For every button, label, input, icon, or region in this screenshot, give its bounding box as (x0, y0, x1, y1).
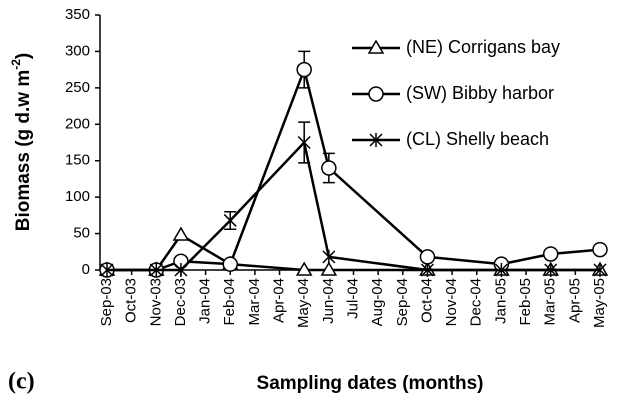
marker (321, 160, 337, 176)
marker (369, 133, 383, 147)
marker-part (419, 249, 436, 265)
marker (296, 61, 312, 78)
x-tick-label: Mar-05 (542, 278, 559, 326)
x-tick-label: Oct-03 (123, 278, 140, 323)
x-tick-label: Aug-04 (369, 278, 386, 326)
marker-part (296, 61, 312, 78)
marker (149, 263, 163, 277)
marker (223, 213, 237, 228)
x-tick-label: May-05 (591, 278, 608, 328)
x-tick-label: Sep-04 (394, 278, 411, 326)
marker (593, 263, 607, 277)
x-tick-label: Nov-03 (147, 278, 164, 326)
y-axis-title: Biomass (g d.w m-2) (9, 53, 34, 232)
marker-part (368, 86, 384, 102)
x-tick-label: Mar-04 (246, 278, 263, 326)
y-tick-label: 50 (73, 225, 90, 242)
y-tick-label: 300 (65, 42, 90, 59)
marker-part (592, 241, 608, 258)
x-tick-label: Feb-05 (517, 278, 534, 326)
marker (419, 249, 436, 265)
marker (172, 226, 190, 241)
y-tick-label: 350 (65, 6, 90, 23)
panel-label: (c) (8, 369, 35, 395)
y-axis-title-sup: -2 (9, 59, 23, 70)
line-segment (427, 255, 502, 266)
line-segment (550, 248, 601, 256)
x-tick-label: May-04 (295, 278, 312, 328)
marker (544, 263, 558, 277)
marker (320, 261, 338, 276)
marker-part (367, 39, 385, 54)
x-tick-label: Feb-04 (221, 278, 238, 326)
line-segment (302, 142, 331, 258)
marker-part (295, 261, 313, 276)
line-segment (180, 233, 231, 266)
line-segment (328, 167, 429, 258)
y-tick-label: 100 (65, 188, 90, 205)
line-segment (229, 69, 306, 265)
marker (295, 261, 313, 276)
x-tick-label: Jun-04 (320, 278, 337, 324)
line-segment (328, 255, 428, 272)
marker (420, 263, 434, 277)
x-tick-label: Oct-04 (418, 278, 435, 323)
marker (368, 86, 384, 102)
marker-part (321, 160, 337, 176)
y-axis-title-end: ) (13, 53, 34, 59)
line-segment (180, 219, 232, 271)
line-segment (230, 262, 305, 272)
legend-label: (NE) Corrigans bay (406, 37, 560, 57)
marker (367, 39, 385, 54)
marker-part (542, 246, 559, 262)
marker (542, 246, 559, 262)
marker-part (320, 261, 338, 276)
x-tick-label: Sep-03 (98, 278, 115, 326)
y-tick-label: 200 (65, 115, 90, 132)
x-tick-label: Jan-04 (197, 278, 214, 324)
marker (174, 263, 188, 277)
y-tick-label: 150 (65, 152, 90, 169)
marker (297, 135, 311, 150)
legend-label: (CL) Shelly beach (406, 129, 549, 149)
y-tick-label: 250 (65, 79, 90, 96)
x-axis-title: Sampling dates (months) (257, 373, 484, 394)
x-tick-label: Apr-05 (566, 278, 583, 323)
line-segment (501, 252, 551, 266)
x-tick-label: Jul-04 (344, 278, 361, 319)
marker (494, 263, 508, 277)
line-segment (229, 141, 306, 222)
marker (100, 263, 114, 277)
marker-part (222, 256, 238, 272)
x-tick-label: Apr-04 (271, 278, 288, 323)
marker (592, 241, 608, 258)
y-tick-label: 0 (82, 261, 90, 278)
x-tick-label: Dec-03 (172, 278, 189, 326)
y-axis-title-main: Biomass (g d.w m (13, 70, 34, 232)
marker (222, 256, 238, 272)
x-tick-label: Dec-04 (468, 278, 485, 326)
line-segment (302, 69, 331, 169)
legend-label: (SW) Bibby harbor (406, 83, 554, 103)
x-tick-label: Nov-04 (443, 278, 460, 326)
marker-part (172, 226, 190, 241)
x-tick-label: Jan-05 (492, 278, 509, 324)
marker (322, 249, 336, 264)
